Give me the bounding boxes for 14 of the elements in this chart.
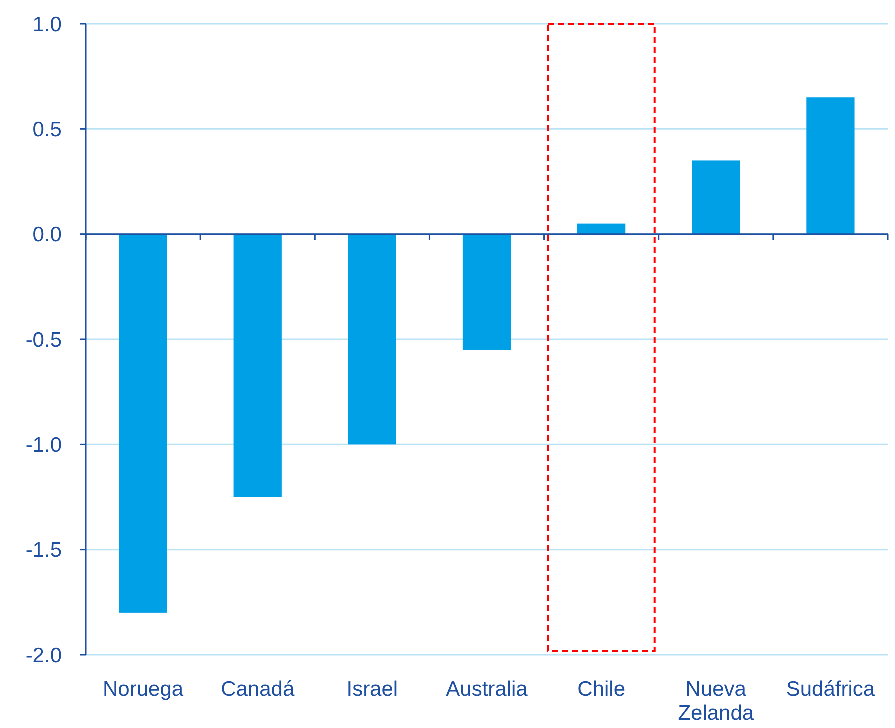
y-tick-label: -1.0 xyxy=(26,434,62,458)
x-tick-label: Australia xyxy=(446,678,528,701)
x-tick-label: Canadá xyxy=(221,678,295,701)
x-tick-label: Nueva Zelanda xyxy=(678,678,754,725)
y-tick-label: 0.5 xyxy=(32,118,62,142)
x-tick-label: Chile xyxy=(578,678,626,701)
y-tick-label: -0.5 xyxy=(26,328,62,352)
y-tick-label: -1.5 xyxy=(26,539,62,562)
x-tick-label: Israel xyxy=(346,678,398,701)
y-tick-label: -2.0 xyxy=(26,644,62,668)
x-tick-label: Noruega xyxy=(103,678,184,701)
y-tick-label: 0.0 xyxy=(32,224,62,247)
y-tick-label: 1.0 xyxy=(32,13,62,36)
x-tick-label: Sudáfrica xyxy=(786,678,876,701)
